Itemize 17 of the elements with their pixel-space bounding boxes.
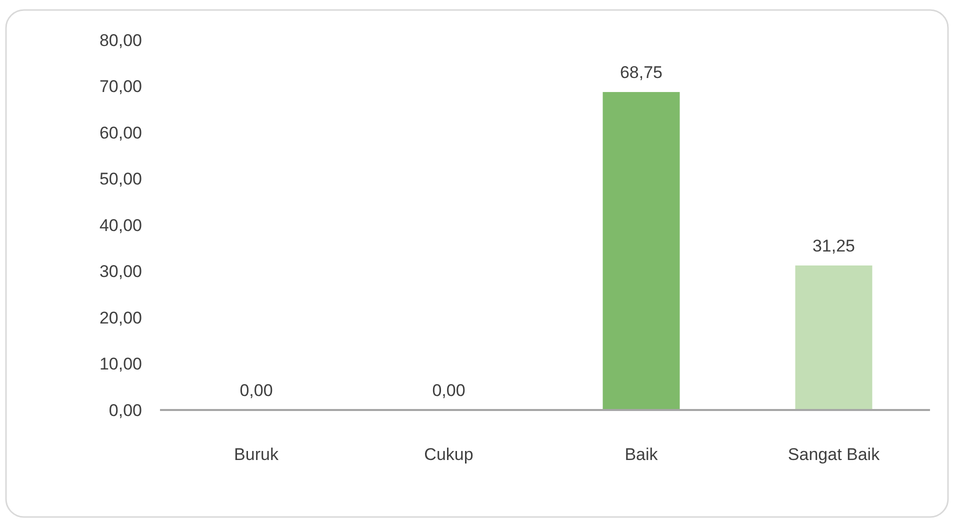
data-label: 31,25 [812,236,856,256]
y-tick-label: 70,00 [99,77,142,96]
y-tick-label: 20,00 [99,308,142,328]
x-tick-label: Sangat Baik [788,445,880,464]
x-tick-label: Baik [624,445,658,464]
y-tick-label: 0,00 [108,400,142,420]
y-tick-label: 80,00 [99,30,142,50]
data-label: 68,75 [620,63,663,82]
x-tick-label: Buruk [234,445,279,464]
y-tick-label: 40,00 [99,216,142,235]
x-tick-label: Cukup [424,445,474,464]
data-label: 0,00 [432,381,466,400]
y-tick-label: 10,00 [99,354,142,374]
data-label: 0,00 [240,381,273,400]
y-tick-label: 60,00 [99,123,142,142]
y-tick-label: 50,00 [99,170,142,189]
y-tick-label: 30,00 [99,262,142,282]
